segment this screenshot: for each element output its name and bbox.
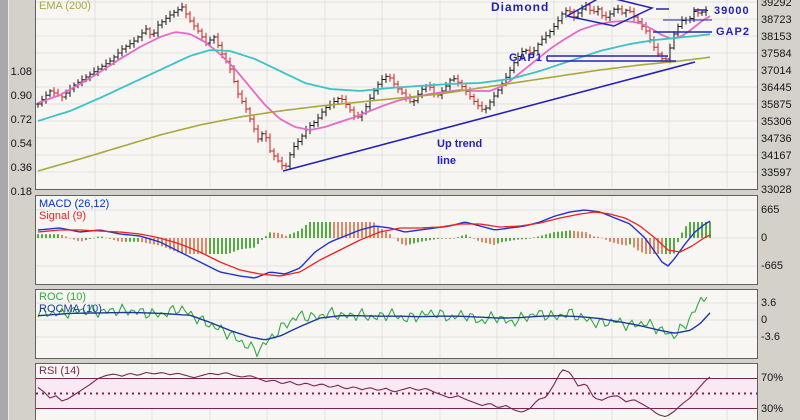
y-axis-tick: 33597 <box>761 166 792 179</box>
roc-indicator-label-1: ROCMA (10) <box>39 303 102 315</box>
roc-indicator-label-0: ROC (10) <box>39 291 87 303</box>
ema-200 <box>37 56 711 172</box>
annotation-gap2[interactable]: GAP2 <box>716 26 750 38</box>
y-axis-tick: 3.6 <box>761 296 777 309</box>
y-axis-tick: 38153 <box>761 30 792 43</box>
macd-panel[interactable]: MACD (26,12) Signal (9) <box>35 195 758 285</box>
left-axis-tick: 0.72 <box>10 114 32 126</box>
annotation-level-39000[interactable]: 39000 <box>714 5 750 17</box>
rocma-line <box>37 311 711 341</box>
y-axis-tick: 0 <box>761 313 768 326</box>
price-indicator-label-0: EMA (100) <box>39 0 91 1</box>
price-chart-panel[interactable]: EMA (100)EMA (200) <box>35 0 758 190</box>
left-axis-tick: 0.36 <box>10 162 32 174</box>
y-axis-tick: 34736 <box>761 132 792 145</box>
left-axis-tick: 0.90 <box>10 90 32 102</box>
left-axis-tick: 0.54 <box>10 138 32 150</box>
annotation-uptrend-text-1[interactable]: Up trend <box>437 138 483 150</box>
y-axis-tick: 30% <box>761 402 784 415</box>
y-axis-tick: 35306 <box>761 115 792 128</box>
y-axis-tick: 38723 <box>761 13 792 26</box>
ohlc-bars-up <box>36 1 708 170</box>
left-axis-tick: 1.08 <box>10 66 32 78</box>
rsi-indicator-label-0: RSI (14) <box>39 365 80 377</box>
y-axis-tick: 33028 <box>761 183 792 196</box>
price-chart-canvas[interactable] <box>36 0 758 188</box>
annotation-gap1[interactable]: GAP1 <box>509 52 543 64</box>
y-axis-tick: 665 <box>761 203 780 216</box>
roc-panel[interactable]: ROC (10) ROCMA (10) <box>35 289 758 359</box>
y-axis-tick: 70% <box>761 372 784 385</box>
macd-canvas[interactable] <box>36 196 758 284</box>
ema-fast <box>37 15 711 131</box>
y-axis-tick: 34167 <box>761 149 792 162</box>
y-axis-tick: -665 <box>761 260 784 272</box>
y-axis-tick: 37014 <box>761 64 792 77</box>
macd-indicator-label-1: Signal (9) <box>39 210 87 222</box>
rsi-panel[interactable]: RSI (14) <box>35 363 758 420</box>
y-axis-tick: 0 <box>761 232 768 244</box>
uptrend-line[interactable] <box>282 61 696 172</box>
roc-line <box>37 296 708 358</box>
y-axis-tick: 39292 <box>761 0 792 9</box>
rsi-line <box>37 369 711 418</box>
y-axis-tick: 35875 <box>761 98 792 111</box>
annotation-diamond[interactable]: Diamond <box>491 0 550 14</box>
macd-line <box>37 209 711 279</box>
roc-canvas[interactable] <box>36 290 758 358</box>
annotation-uptrend-text-2[interactable]: line <box>437 155 456 167</box>
signal-line <box>37 211 711 277</box>
diamond-pattern[interactable] <box>566 0 655 27</box>
y-axis-tick: -3.6 <box>761 330 780 343</box>
y-axis-tick: 37584 <box>761 47 792 60</box>
left-gutter <box>0 0 9 420</box>
left-axis-tick: 0.18 <box>10 186 32 198</box>
ema-mid <box>37 33 711 122</box>
price-indicator-label-1: EMA (200) <box>39 0 91 12</box>
rsi-canvas[interactable] <box>36 364 758 420</box>
y-axis-tick: 36445 <box>761 81 792 94</box>
macd-indicator-label-0: MACD (26,12) <box>39 198 110 210</box>
